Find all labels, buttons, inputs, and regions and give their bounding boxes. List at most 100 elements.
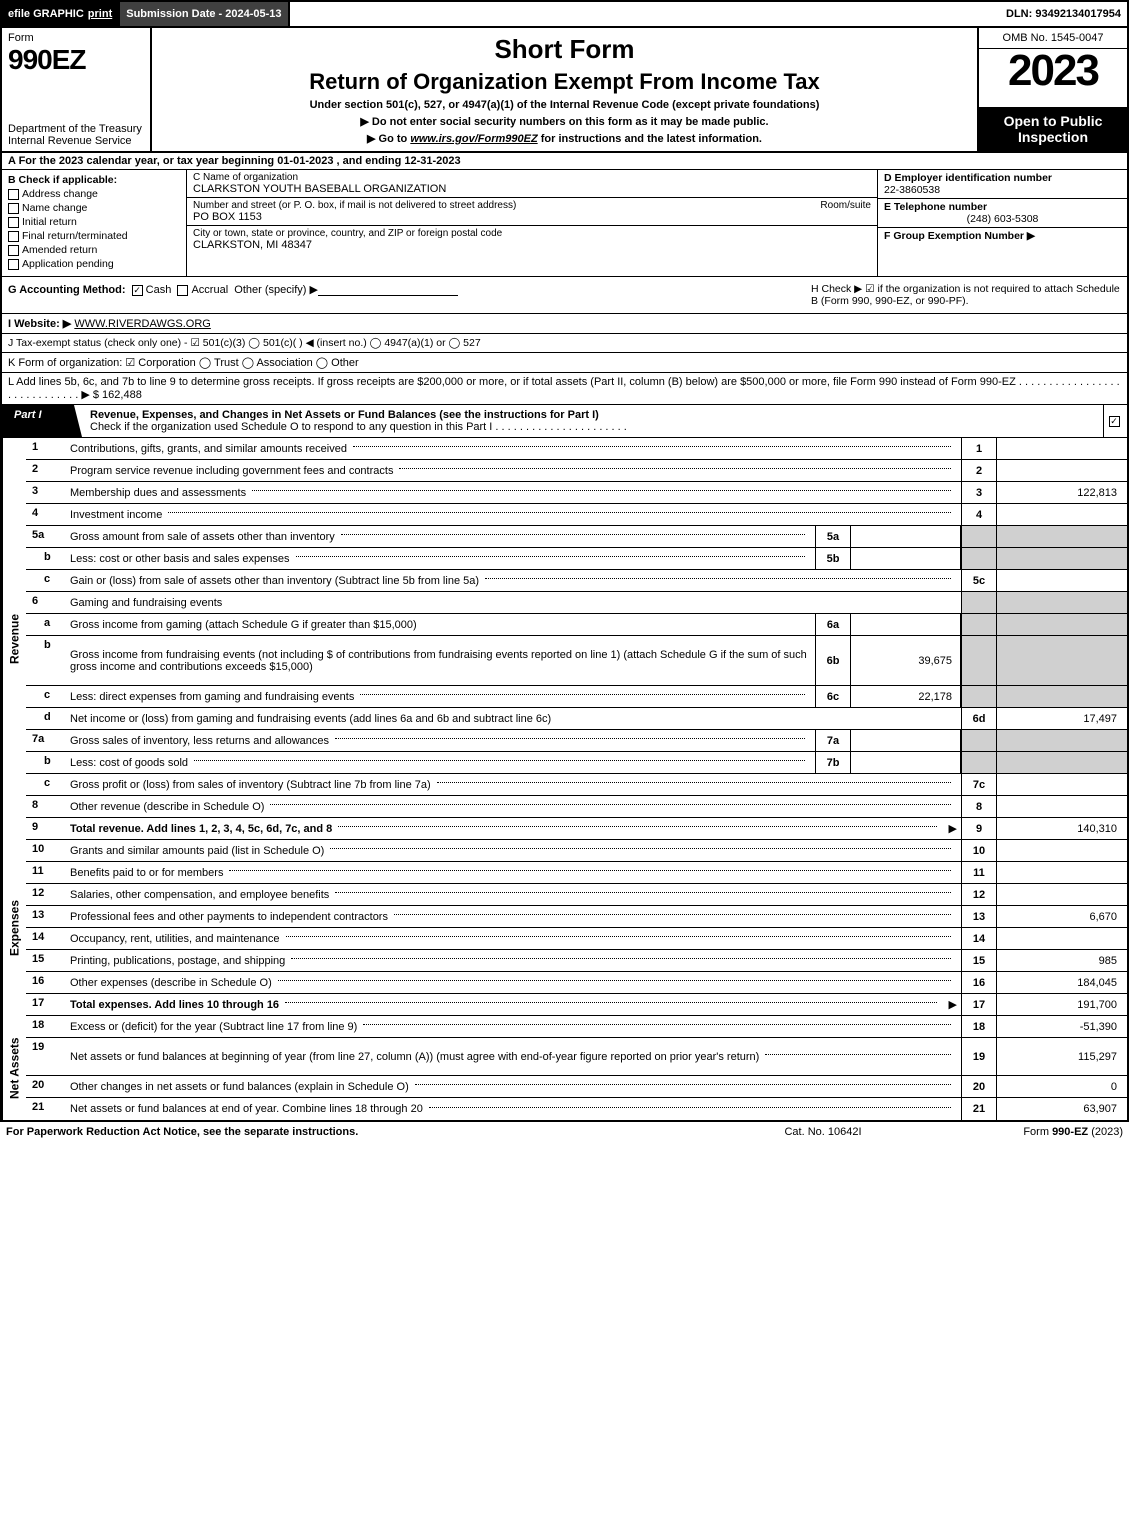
ln10-rn: 10 xyxy=(961,840,997,861)
ln15-desc: Printing, publications, postage, and shi… xyxy=(66,950,961,971)
chk-final-label: Final return/terminated xyxy=(22,230,128,242)
ln6c-text: Less: direct expenses from gaming and fu… xyxy=(70,691,354,703)
ln5b-mn: 5b xyxy=(815,548,851,569)
ln7a-text: Gross sales of inventory, less returns a… xyxy=(70,735,329,747)
c-room-label: Room/suite xyxy=(820,200,871,211)
no-ssn: ▶ Do not enter social security numbers o… xyxy=(162,115,967,128)
efile-text: efile GRAPHIC xyxy=(8,8,84,20)
ln11-num: 11 xyxy=(26,862,66,883)
print-link[interactable]: print xyxy=(88,8,112,20)
revenue-label: Revenue xyxy=(2,438,26,840)
line-16: 16Other expenses (describe in Schedule O… xyxy=(26,972,1127,994)
f-label: F Group Exemption Number ▶ xyxy=(884,230,1035,242)
topbar-spacer xyxy=(290,2,1000,26)
revenue-lines: 1 Contributions, gifts, grants, and simi… xyxy=(26,438,1127,840)
chk-accrual[interactable] xyxy=(177,285,188,296)
ln4-num: 4 xyxy=(26,504,66,525)
ln21-rv: 63,907 xyxy=(997,1098,1127,1120)
line-20: 20 Other changes in net assets or fund ba… xyxy=(26,1076,1127,1098)
ln5c-desc: Gain or (loss) from sale of assets other… xyxy=(66,570,961,591)
department: Department of the Treasury Internal Reve… xyxy=(8,123,144,147)
ln16-rn: 16 xyxy=(961,972,997,993)
line-21: 21Net assets or fund balances at end of … xyxy=(26,1098,1127,1120)
c-city-value: CLARKSTON, MI 48347 xyxy=(193,239,871,251)
c-street-value: PO BOX 1153 xyxy=(193,211,871,223)
ln17-rn: 17 xyxy=(961,994,997,1015)
chk-pending[interactable]: Application pending xyxy=(8,258,180,270)
ln8-rv xyxy=(997,796,1127,817)
ln6d-rv: 17,497 xyxy=(997,708,1127,729)
efile-label: efile GRAPHIC print xyxy=(2,2,120,26)
ln7c-rn: 7c xyxy=(961,774,997,795)
footer-right-bold: 990-EZ xyxy=(1052,1126,1088,1138)
ln4-desc: Investment income xyxy=(66,504,961,525)
f-group: F Group Exemption Number ▶ xyxy=(878,228,1127,244)
chk-amended[interactable]: Amended return xyxy=(8,244,180,256)
chk-final[interactable]: Final return/terminated xyxy=(8,230,180,242)
ln3-rv: 122,813 xyxy=(997,482,1127,503)
chk-pending-label: Application pending xyxy=(22,258,114,270)
ln18-desc: Excess or (deficit) for the year (Subtra… xyxy=(66,1016,961,1037)
line-3: 3 Membership dues and assessments 3 122,… xyxy=(26,482,1127,504)
dln-label: DLN: 93492134017954 xyxy=(1000,2,1127,26)
line-11: 11Benefits paid to or for members11 xyxy=(26,862,1127,884)
g-other-blank[interactable] xyxy=(318,284,458,296)
ln15-rv: 985 xyxy=(997,950,1127,971)
goto-link[interactable]: www.irs.gov/Form990EZ xyxy=(410,133,537,145)
ln18-num: 18 xyxy=(26,1016,66,1037)
ln6a-desc: Gross income from gaming (attach Schedul… xyxy=(66,614,815,635)
ln14-rn: 14 xyxy=(961,928,997,949)
ln7a-num: 7a xyxy=(26,730,66,751)
ln11-rv xyxy=(997,862,1127,883)
ln19-rv: 115,297 xyxy=(997,1038,1127,1075)
ln6c-mn: 6c xyxy=(815,686,851,707)
j-tax-status: J Tax-exempt status (check only one) - ☑… xyxy=(0,334,1129,353)
block-bcdef: B Check if applicable: Address change Na… xyxy=(0,170,1129,277)
part-i-title-main: Revenue, Expenses, and Changes in Net As… xyxy=(90,409,599,421)
top-bar: efile GRAPHIC print Submission Date - 20… xyxy=(0,0,1129,28)
g-other: Other (specify) ▶ xyxy=(234,284,318,296)
chk-initial[interactable]: Initial return xyxy=(8,216,180,228)
line-12: 12Salaries, other compensation, and empl… xyxy=(26,884,1127,906)
line-6b: b Gross income from fundraising events (… xyxy=(26,636,1127,686)
ln5c-num: c xyxy=(26,570,66,591)
ln19-text: Net assets or fund balances at beginning… xyxy=(70,1051,759,1063)
chk-cash[interactable]: ✓ xyxy=(132,285,143,296)
ln6d-desc: Net income or (loss) from gaming and fun… xyxy=(66,708,961,729)
ln1-text: Contributions, gifts, grants, and simila… xyxy=(70,443,347,455)
col-c: C Name of organization CLARKSTON YOUTH B… xyxy=(187,170,877,276)
chk-address[interactable]: Address change xyxy=(8,188,180,200)
line-14: 14 Occupancy, rent, utilities, and mainte… xyxy=(26,928,1127,950)
ln20-desc: Other changes in net assets or fund bala… xyxy=(66,1076,961,1097)
ln7c-rv xyxy=(997,774,1127,795)
ln2-rv xyxy=(997,460,1127,481)
ln4-text: Investment income xyxy=(70,509,162,521)
ln21-text: Net assets or fund balances at end of ye… xyxy=(70,1103,423,1115)
ln6c-desc: Less: direct expenses from gaming and fu… xyxy=(66,686,815,707)
page-footer: For Paperwork Reduction Act Notice, see … xyxy=(0,1122,1129,1142)
form-word: Form xyxy=(8,32,144,44)
c-city: City or town, state or province, country… xyxy=(187,226,877,253)
ln20-text: Other changes in net assets or fund bala… xyxy=(70,1081,409,1093)
ln7b-num: b xyxy=(26,752,66,773)
ln20-rn: 20 xyxy=(961,1076,997,1097)
ln9-rn: 9 xyxy=(961,818,997,839)
i-website: I Website: ▶ WWW.RIVERDAWGS.ORG xyxy=(0,314,1129,334)
e-label: E Telephone number xyxy=(884,201,987,213)
part-i-checkbox[interactable]: ✓ xyxy=(1103,405,1127,437)
ln21-desc: Net assets or fund balances at end of ye… xyxy=(66,1098,961,1120)
ln2-text: Program service revenue including govern… xyxy=(70,465,393,477)
chk-name[interactable]: Name change xyxy=(8,202,180,214)
ln5b-text: Less: cost or other basis and sales expe… xyxy=(70,553,290,565)
ln3-text: Membership dues and assessments xyxy=(70,487,246,499)
ln7b-rv xyxy=(997,752,1127,773)
ln5a-mn: 5a xyxy=(815,526,851,547)
line-8: 8 Other revenue (describe in Schedule O)… xyxy=(26,796,1127,818)
ln6-num: 6 xyxy=(26,592,66,613)
ln8-text: Other revenue (describe in Schedule O) xyxy=(70,801,264,813)
i-value[interactable]: WWW.RIVERDAWGS.ORG xyxy=(74,318,210,330)
ln6c-rn xyxy=(961,686,997,707)
footer-left: For Paperwork Reduction Act Notice, see … xyxy=(6,1126,723,1138)
ln14-text: Occupancy, rent, utilities, and maintena… xyxy=(70,933,280,945)
short-form-title: Short Form xyxy=(162,34,967,65)
